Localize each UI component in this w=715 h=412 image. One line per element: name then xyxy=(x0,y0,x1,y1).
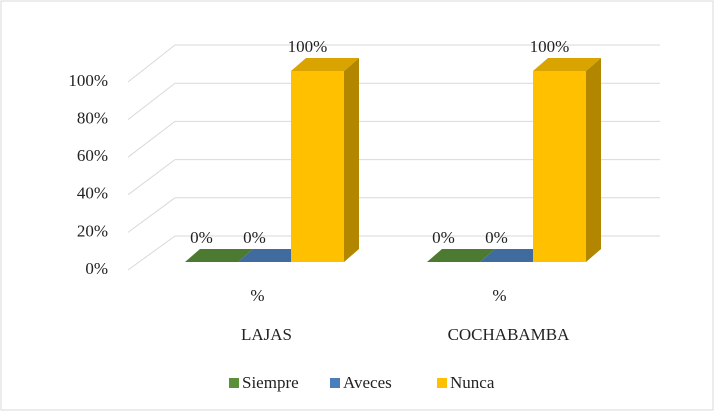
grid-line xyxy=(127,159,660,196)
data-label: 0% xyxy=(432,228,455,247)
legend-label: Aveces xyxy=(343,373,392,392)
bar-face xyxy=(480,249,548,262)
bar-face xyxy=(427,249,495,262)
y-tick-label: 60% xyxy=(77,146,108,165)
bar-face xyxy=(185,249,253,262)
bar xyxy=(533,58,601,262)
data-label: 100% xyxy=(530,37,570,56)
bar xyxy=(238,249,306,262)
data-label: 0% xyxy=(190,228,213,247)
bar-face xyxy=(291,58,359,71)
data-label: 0% xyxy=(243,228,266,247)
bar xyxy=(185,249,253,262)
data-label: 0% xyxy=(485,228,508,247)
y-tick-label: 80% xyxy=(77,109,108,128)
data-label: 100% xyxy=(288,37,328,56)
grid-line xyxy=(127,44,660,83)
y-tick-label: 100% xyxy=(68,71,108,90)
legend-swatch xyxy=(330,378,340,388)
grid-line xyxy=(127,197,660,233)
legend-label: Siempre xyxy=(242,373,299,392)
legend-label: Nunca xyxy=(450,373,495,392)
y-tick-label: 40% xyxy=(77,184,108,203)
bar-face xyxy=(533,71,586,262)
x-tick-label: % xyxy=(492,286,506,305)
grid-line xyxy=(127,82,660,120)
legend-swatch xyxy=(437,378,447,388)
group-label: COCHABAMBA xyxy=(448,325,571,344)
y-tick-label: 20% xyxy=(77,221,108,240)
bar xyxy=(480,249,548,262)
grid-line xyxy=(127,235,660,271)
group-label: LAJAS xyxy=(241,325,292,344)
y-tick-label: 0% xyxy=(85,259,108,278)
bar-face xyxy=(533,58,601,71)
bar xyxy=(291,58,359,262)
bar-face xyxy=(291,71,344,262)
x-tick-label: % xyxy=(250,286,264,305)
legend-swatch xyxy=(229,378,239,388)
bar xyxy=(427,249,495,262)
bar-face xyxy=(586,58,601,262)
bar-face xyxy=(238,249,306,262)
bar-face xyxy=(344,58,359,262)
grid-line xyxy=(127,120,660,158)
